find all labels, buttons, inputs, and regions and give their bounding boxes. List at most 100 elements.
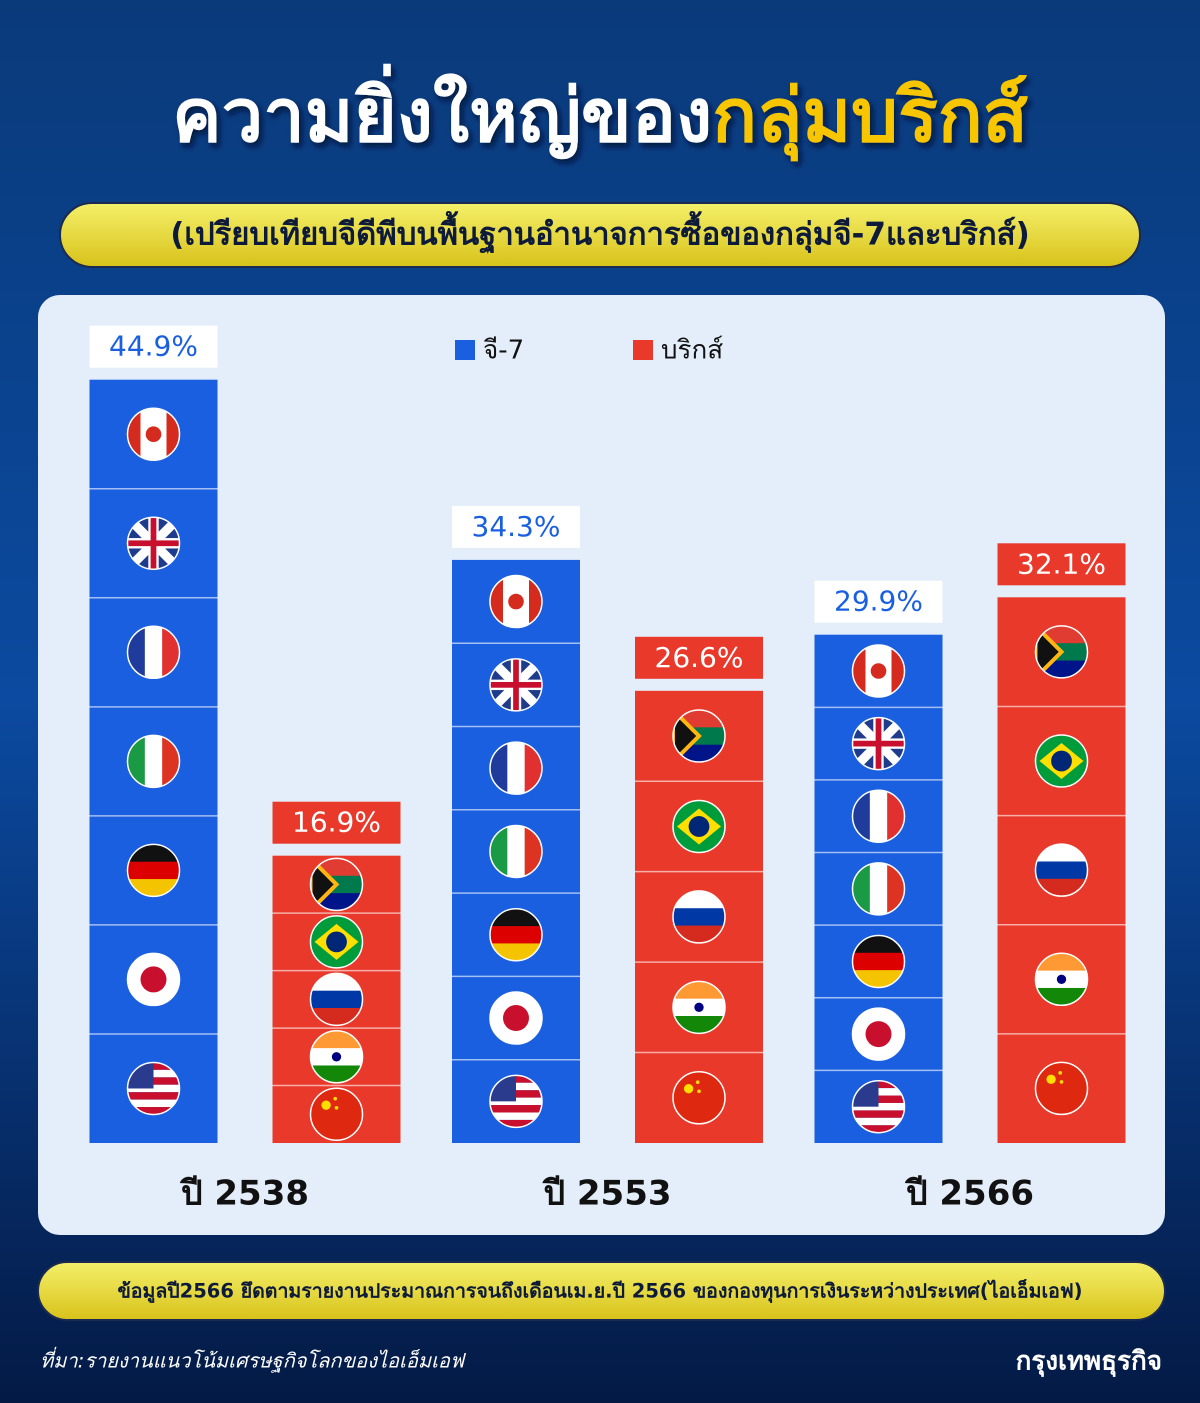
brand: กรุงเทพธุรกิจ [1016,1347,1162,1378]
flag-part [524,825,542,878]
flag [852,935,905,988]
flag-part [887,790,905,843]
flag-part [490,926,542,944]
flag-rim [851,789,906,843]
flag-part [310,1088,363,1141]
flag-part [127,1092,180,1100]
flag-part [310,1065,363,1083]
flag-part [127,844,180,863]
value-label: 34.3% [472,510,561,543]
flag-part [673,981,725,1000]
flag-rim [126,407,181,461]
flag-part [870,663,887,679]
flag-rim [126,843,181,898]
value-label: 32.1% [1017,547,1106,580]
flag-part [865,1021,892,1048]
value-label: 29.9% [834,585,923,618]
flag-rim [489,824,543,879]
flag-part [852,1117,905,1126]
flag-rim [309,972,364,1027]
x-tick-label: ปี 2553 [542,1174,672,1214]
flag-part [1035,844,1088,862]
flag-rim [672,980,726,1035]
flag [127,953,180,1006]
flag-part [524,742,542,795]
legend-swatch [455,340,475,360]
subtitle: (เปรียบเทียบจีดีพีบนพื้นฐานอำนาจการซื้อข… [170,211,1030,255]
flag [127,626,180,679]
flag-part [852,790,871,843]
flag [127,735,180,788]
flag-part [144,626,163,679]
flag-part [162,626,180,679]
flag-rim [672,890,726,944]
flag-part [1035,878,1088,897]
flag-rim [1034,734,1089,788]
legend-label: บริกส์ [661,336,723,366]
flag-part [145,426,162,443]
flag-rim [309,915,364,969]
flag-part [310,858,340,911]
flag-part [695,1080,700,1085]
flag [490,575,542,628]
value-label-box [89,325,218,368]
flag-rim [851,644,906,698]
flag-rim [489,908,543,962]
flag [310,973,363,1026]
flag-part [1056,974,1067,984]
flag [852,1080,905,1133]
value-label: 26.6% [655,641,744,674]
flag-part [127,735,146,788]
flag-rim [672,709,726,763]
flag-part [490,943,542,961]
flag-part [321,1100,331,1110]
flag-part [887,862,905,915]
flag [673,710,725,763]
flag [127,844,180,897]
flag-rim [851,862,906,916]
flag-part [852,952,905,971]
flag-part [1051,750,1072,772]
flag-rim [851,1007,906,1061]
flag-part [333,1096,338,1101]
flag-part [490,1119,542,1128]
flag [490,992,542,1045]
flag [490,1075,542,1128]
flag-rim [126,1061,181,1116]
flag-part [162,735,180,788]
note-pill [37,1261,1166,1321]
flag-part [852,970,905,988]
note: ข้อมูลปี2566 ยึดตามรายงานประมาณการจนถึงเ… [117,1279,1082,1305]
x-tick-label: ปี 2538 [179,1174,309,1214]
flag [127,517,180,570]
flag-part [490,1105,542,1113]
flag-part [127,879,180,897]
flag [127,1062,180,1115]
value-label-box [452,505,580,548]
title: ความยิ่งใหญ่ของกลุ่มบริกส์ [172,63,1028,162]
flag-part [1035,625,1065,678]
flag-part [1035,1062,1088,1115]
flag-part [673,1071,725,1124]
flag-part [852,862,871,915]
flag-part [310,973,363,992]
flag-part [310,1030,363,1049]
flag-part [508,593,524,610]
flag [673,1071,725,1124]
flag-part [331,1052,342,1062]
flag-rim [126,734,181,789]
flag-rim [309,1087,364,1142]
flag-rim [309,857,364,912]
flag-part [490,742,508,795]
flag [310,1030,363,1083]
legend-label: จี-7 [483,336,524,366]
flag [852,717,905,770]
flag-part [1058,1071,1063,1075]
flag [1035,953,1088,1006]
flag [673,981,725,1034]
flag-rim [489,658,543,712]
subtitle-pill [59,202,1141,268]
legend-swatch [633,340,653,360]
flag-part [507,742,526,795]
